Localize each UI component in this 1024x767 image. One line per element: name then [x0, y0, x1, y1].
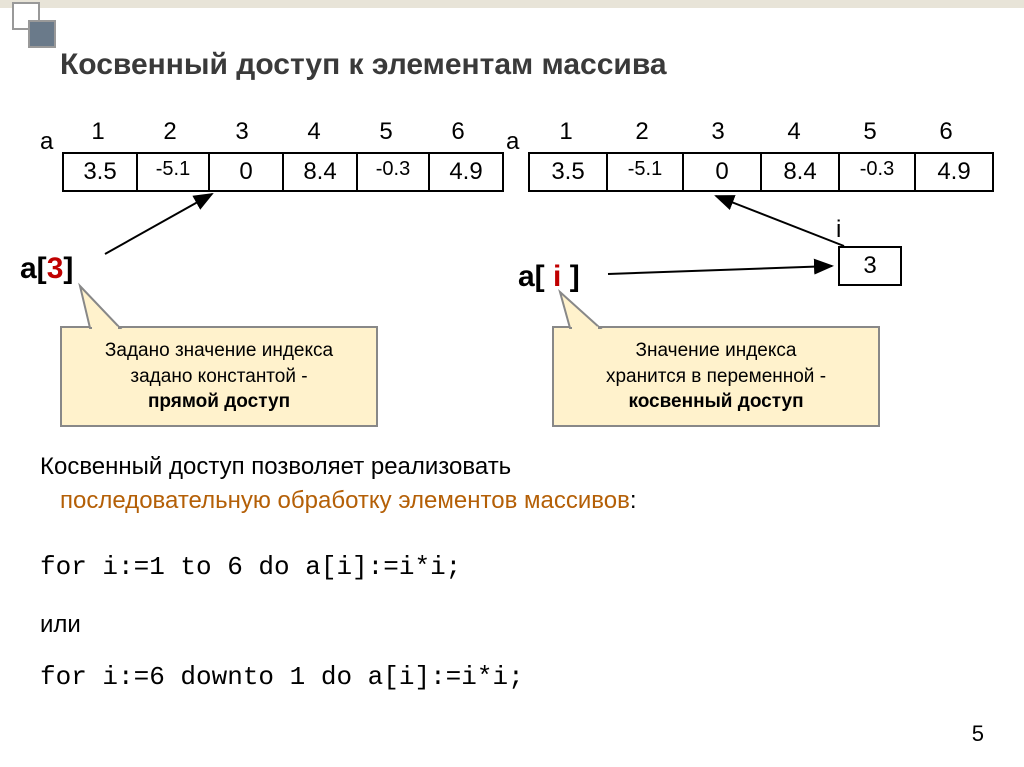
array-name-left: а	[40, 128, 53, 156]
array-cell: 3.5	[64, 154, 138, 190]
code-line-1: for i:=1 to 6 do a[i]:=i*i;	[40, 552, 461, 582]
index-cell: 1	[62, 118, 134, 146]
index-row-left: 123456	[62, 118, 494, 146]
array-cell: 0	[684, 154, 762, 190]
array-table-right: 3.5-5.108.4-0.34.9	[528, 152, 994, 192]
callout-tail-left	[80, 286, 140, 330]
page-title: Косвенный доступ к элементам массива	[60, 48, 667, 82]
array-cell: -0.3	[840, 154, 916, 190]
array-table-left: 3.5-5.108.4-0.34.9	[62, 152, 504, 192]
callout-right: Значение индекса хранится в переменной -…	[552, 326, 880, 427]
array-cell: -0.3	[358, 154, 430, 190]
index-cell: 4	[278, 118, 350, 146]
arrow-left-access	[200, 194, 260, 254]
array-name-right: а	[506, 128, 519, 156]
index-cell: 6	[908, 118, 984, 146]
arrow-access-to-i	[608, 264, 840, 284]
callout-line: Задано значение индекса	[74, 338, 364, 364]
para-highlight: последовательную обработку элементов мас…	[60, 487, 630, 514]
index-cell: 1	[528, 118, 604, 146]
access-post: ]	[63, 252, 73, 285]
code-line-2: for i:=6 downto 1 do a[i]:=i*i;	[40, 662, 524, 692]
callout-line: хранится в переменной -	[566, 364, 866, 390]
index-cell: 3	[206, 118, 278, 146]
array-cell: 4.9	[430, 154, 502, 190]
para-text: Косвенный доступ позволяет реализовать	[40, 453, 511, 480]
array-cell: 4.9	[916, 154, 992, 190]
top-border	[0, 0, 1024, 8]
access-left: a[3]	[20, 252, 73, 286]
array-cell: -5.1	[138, 154, 210, 190]
index-cell: 3	[680, 118, 756, 146]
access-idx: 3	[47, 252, 64, 285]
index-cell: 2	[134, 118, 206, 146]
or-text: или	[40, 608, 81, 642]
access-pre: a[	[20, 252, 47, 285]
index-cell: 6	[422, 118, 494, 146]
array-cell: -5.1	[608, 154, 684, 190]
arrow-i-to-cell	[712, 194, 872, 254]
para-colon: :	[630, 487, 637, 514]
callout-tail-right	[560, 292, 620, 330]
paragraph: Косвенный доступ позволяет реализовать п…	[40, 450, 960, 517]
callout-line: прямой доступ	[74, 389, 364, 415]
callout-line: косвенный доступ	[566, 389, 866, 415]
index-cell: 4	[756, 118, 832, 146]
callout-line: Значение индекса	[566, 338, 866, 364]
index-cell: 2	[604, 118, 680, 146]
access-pre: a[	[518, 260, 553, 293]
index-cell: 5	[350, 118, 422, 146]
array-cell: 0	[210, 154, 284, 190]
callout-line: задано константой -	[74, 364, 364, 390]
access-post: ]	[561, 260, 579, 293]
array-cell: 8.4	[762, 154, 840, 190]
access-right: a[ i ]	[518, 260, 580, 294]
array-cell: 3.5	[530, 154, 608, 190]
index-row-right: 123456	[528, 118, 984, 146]
array-cell: 8.4	[284, 154, 358, 190]
page-number: 5	[972, 721, 984, 747]
callout-left: Задано значение индекса задано константо…	[60, 326, 378, 427]
index-cell: 5	[832, 118, 908, 146]
